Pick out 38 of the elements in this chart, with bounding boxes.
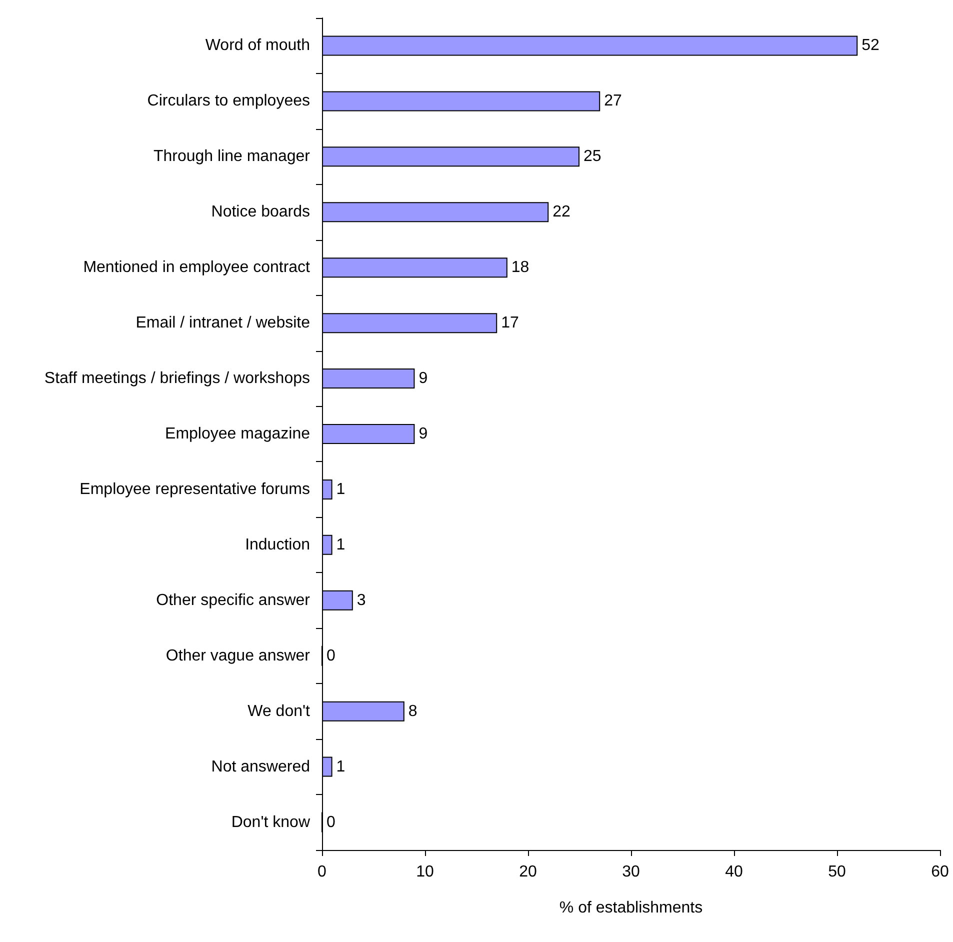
y-tick-label: Notice boards [211,204,310,221]
data-label: 8 [408,702,418,720]
y-tick-label: Employee representative forums [80,480,310,498]
data-label: 3 [356,592,366,609]
y-tick-label: Through line manager [153,148,311,166]
x-tick-label: 20 [519,864,537,880]
y-tick-label: Email / intranet / website [136,314,310,332]
data-label: 25 [584,148,602,166]
x-tick-label: 30 [622,864,640,880]
data-label: 1 [336,758,346,776]
data-label: 9 [418,370,428,388]
x-tick-label: 40 [725,864,743,880]
x-tick-label: 50 [828,864,846,880]
data-label: 22 [552,204,570,221]
y-tick-label: We don't [248,702,311,720]
data-label: 18 [511,259,530,276]
y-tick-label: Mentioned in employee contract [83,259,311,276]
data-label: 9 [418,426,428,442]
x-tick-label: 0 [318,864,327,880]
y-tick-label: Circulars to employees [147,92,310,110]
x-tick-label: 60 [931,864,949,880]
x-axis-title: % of establishments [559,900,703,916]
data-label: 1 [336,480,346,498]
y-tick-label: Induction [245,536,310,554]
y-tick-label: Other vague answer [166,647,311,664]
data-label: 27 [604,92,622,110]
data-label: 17 [501,314,519,332]
data-label: 1 [336,536,346,554]
y-tick-label: Not answered [211,758,310,776]
y-tick-label: Other specific answer [156,592,311,609]
x-tick-label: 10 [416,864,434,880]
data-label: 0 [326,814,336,831]
y-tick-label: Don't know [231,814,310,831]
y-tick-label: Employee magazine [165,426,310,442]
y-tick-label: Staff meetings / briefings / workshops [44,370,310,388]
y-tick-label: Word of mouth [205,37,310,54]
data-label: 0 [326,647,336,664]
data-label: 52 [862,37,880,54]
